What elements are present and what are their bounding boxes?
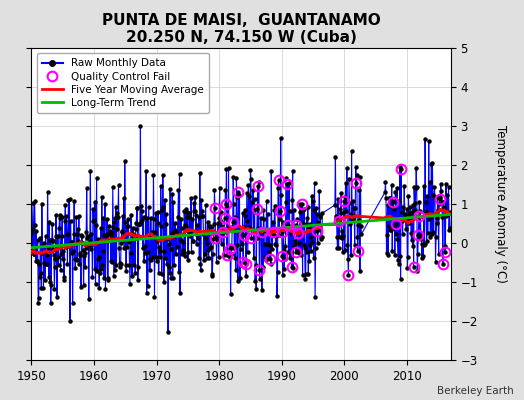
Y-axis label: Temperature Anomaly (°C): Temperature Anomaly (°C): [495, 125, 507, 283]
Title: PUNTA DE MAISI,  GUANTANAMO
20.250 N, 74.150 W (Cuba): PUNTA DE MAISI, GUANTANAMO 20.250 N, 74.…: [102, 13, 380, 46]
Text: Berkeley Earth: Berkeley Earth: [437, 386, 514, 396]
Legend: Raw Monthly Data, Quality Control Fail, Five Year Moving Average, Long-Term Tren: Raw Monthly Data, Quality Control Fail, …: [37, 53, 209, 113]
